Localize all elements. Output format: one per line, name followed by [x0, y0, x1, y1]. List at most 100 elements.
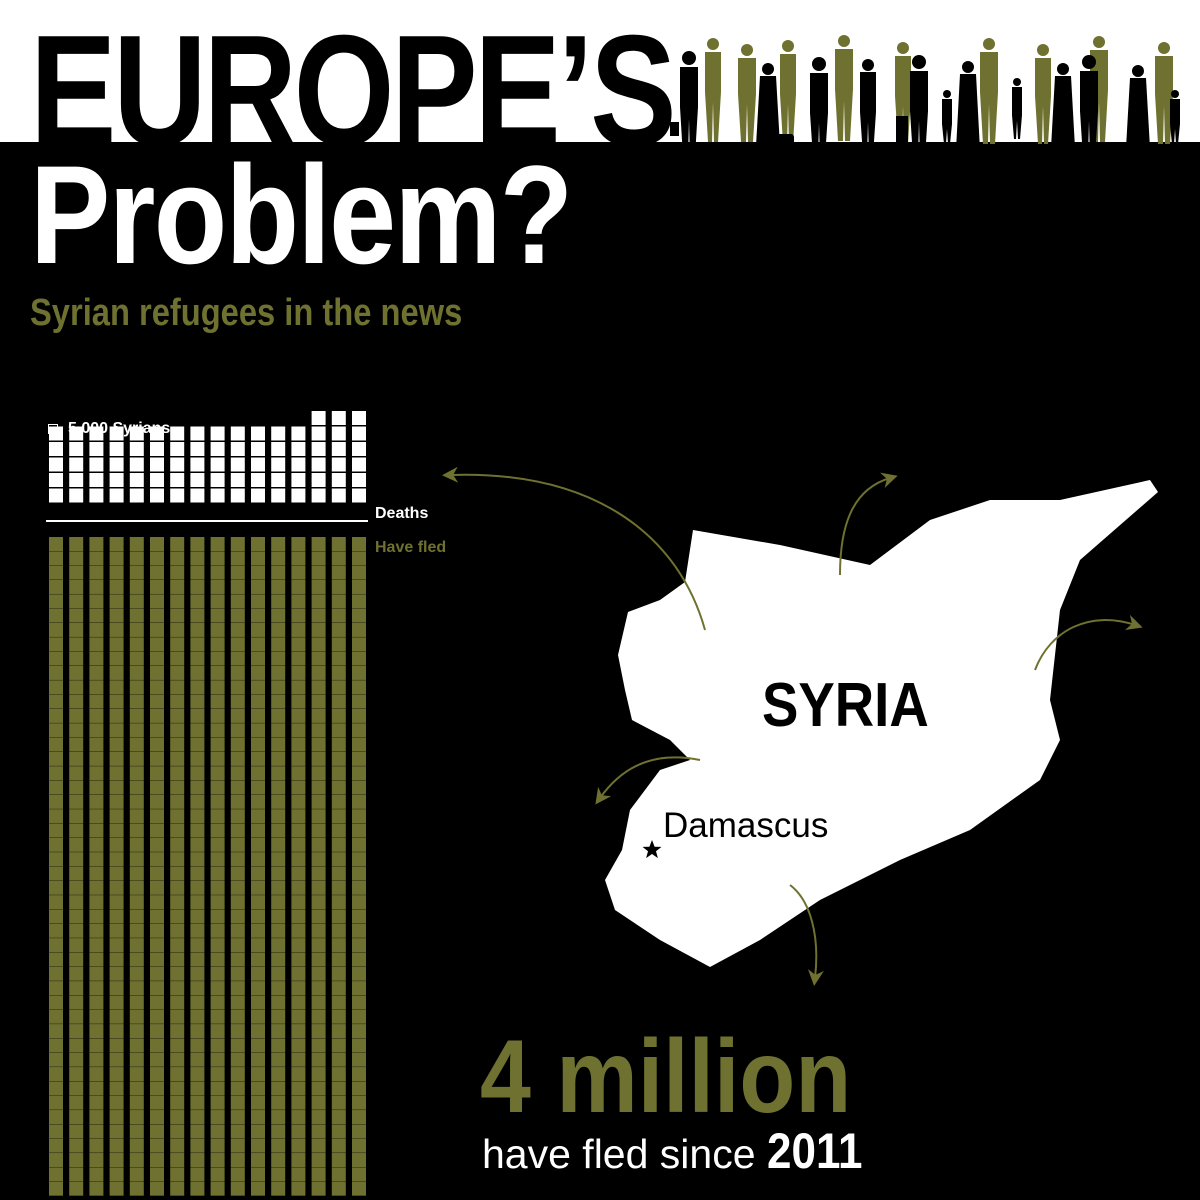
waffle-square: [190, 442, 205, 456]
waffle-square: [251, 1009, 265, 1024]
waffle-square: [230, 1124, 245, 1139]
waffle-square: [271, 880, 286, 895]
waffle-square: [170, 1095, 185, 1110]
waffle-square: [230, 1052, 245, 1067]
waffle-square: [331, 809, 346, 824]
waffle-square: [170, 780, 185, 795]
waffle-square: [190, 794, 205, 809]
waffle-square: [331, 952, 346, 967]
waffle-square: [291, 680, 306, 695]
waffle-square: [291, 737, 306, 752]
waffle-square: [190, 1052, 205, 1067]
waffle-square: [170, 923, 185, 938]
waffle-square: [89, 895, 104, 910]
waffle-square: [190, 694, 205, 709]
waffle-square: [251, 1052, 265, 1067]
waffle-square: [210, 1095, 225, 1110]
waffle-square: [170, 1009, 185, 1024]
waffle-square: [331, 594, 346, 609]
waffle-square: [150, 665, 164, 680]
waffle-square: [190, 938, 205, 953]
waffle-square: [291, 952, 306, 967]
waffle-square: [210, 708, 225, 723]
waffle-square: [89, 708, 104, 723]
waffle-square: [352, 809, 366, 824]
waffle-square: [150, 837, 164, 852]
waffle-square: [311, 766, 326, 781]
waffle-square: [291, 622, 306, 637]
waffle-square: [251, 1024, 265, 1039]
waffle-square: [291, 608, 306, 623]
waffle-square: [89, 565, 104, 580]
waffle-square: [271, 1153, 286, 1168]
waffle-square: [190, 1009, 205, 1024]
waffle-square: [271, 473, 286, 487]
waffle-square: [291, 1153, 306, 1168]
waffle-square: [69, 766, 84, 781]
waffle-square: [291, 1124, 306, 1139]
waffle-square: [150, 952, 164, 967]
waffle-square: [210, 751, 225, 766]
waffle-square: [129, 1095, 144, 1110]
waffle-square: [150, 780, 164, 795]
waffle-square: [291, 880, 306, 895]
waffle-square: [69, 1153, 84, 1168]
waffle-square: [49, 995, 63, 1010]
waffle-square: [69, 1181, 84, 1196]
waffle-square: [311, 1181, 326, 1196]
waffle-square: [291, 442, 306, 456]
waffle-square: [210, 866, 225, 881]
waffle-square: [150, 1009, 164, 1024]
waffle-square: [210, 895, 225, 910]
waffle-square: [271, 1095, 286, 1110]
waffle-square: [170, 952, 185, 967]
waffle-square: [69, 473, 84, 487]
waffle-square: [69, 457, 84, 472]
waffle-square: [190, 1110, 205, 1125]
waffle-square: [69, 537, 84, 551]
title-line-2: Problem?: [30, 136, 573, 293]
waffle-square: [352, 1167, 366, 1182]
waffle-square: [49, 866, 63, 881]
subtitle: Syrian refugees in the news: [30, 292, 463, 334]
waffle-square: [49, 579, 63, 594]
waffle-square: [150, 1067, 164, 1082]
waffle-square: [331, 938, 346, 953]
waffle-square: [331, 411, 346, 425]
waffle-square: [251, 551, 265, 566]
waffle-square: [170, 1181, 185, 1196]
waffle-square: [109, 708, 124, 723]
waffle-square: [150, 651, 164, 666]
waffle-square: [69, 1095, 84, 1110]
waffle-square: [69, 488, 84, 503]
waffle-square: [109, 694, 124, 709]
waffle-square: [190, 594, 205, 609]
waffle-square: [230, 594, 245, 609]
waffle-square: [331, 537, 346, 551]
waffle-square: [49, 1024, 63, 1039]
waffle-square: [89, 551, 104, 566]
waffle-square: [311, 473, 326, 487]
waffle-square: [291, 1009, 306, 1024]
waffle-square: [210, 823, 225, 838]
waffle-square: [190, 665, 205, 680]
waffle-square: [170, 457, 185, 472]
waffle-square: [251, 651, 265, 666]
waffle-square: [129, 966, 144, 981]
waffle-square: [352, 622, 366, 637]
waffle-square: [210, 426, 225, 441]
waffle-square: [352, 680, 366, 695]
waffle-square: [170, 680, 185, 695]
deaths-squares: [49, 411, 366, 503]
waffle-square: [291, 866, 306, 881]
waffle-square: [210, 766, 225, 781]
waffle-square: [291, 852, 306, 867]
waffle-square: [251, 966, 265, 981]
waffle-square: [89, 794, 104, 809]
waffle-square: [190, 1153, 205, 1168]
waffle-square: [311, 1067, 326, 1082]
waffle-square: [69, 837, 84, 852]
waffle-square: [271, 551, 286, 566]
waffle-square: [291, 665, 306, 680]
